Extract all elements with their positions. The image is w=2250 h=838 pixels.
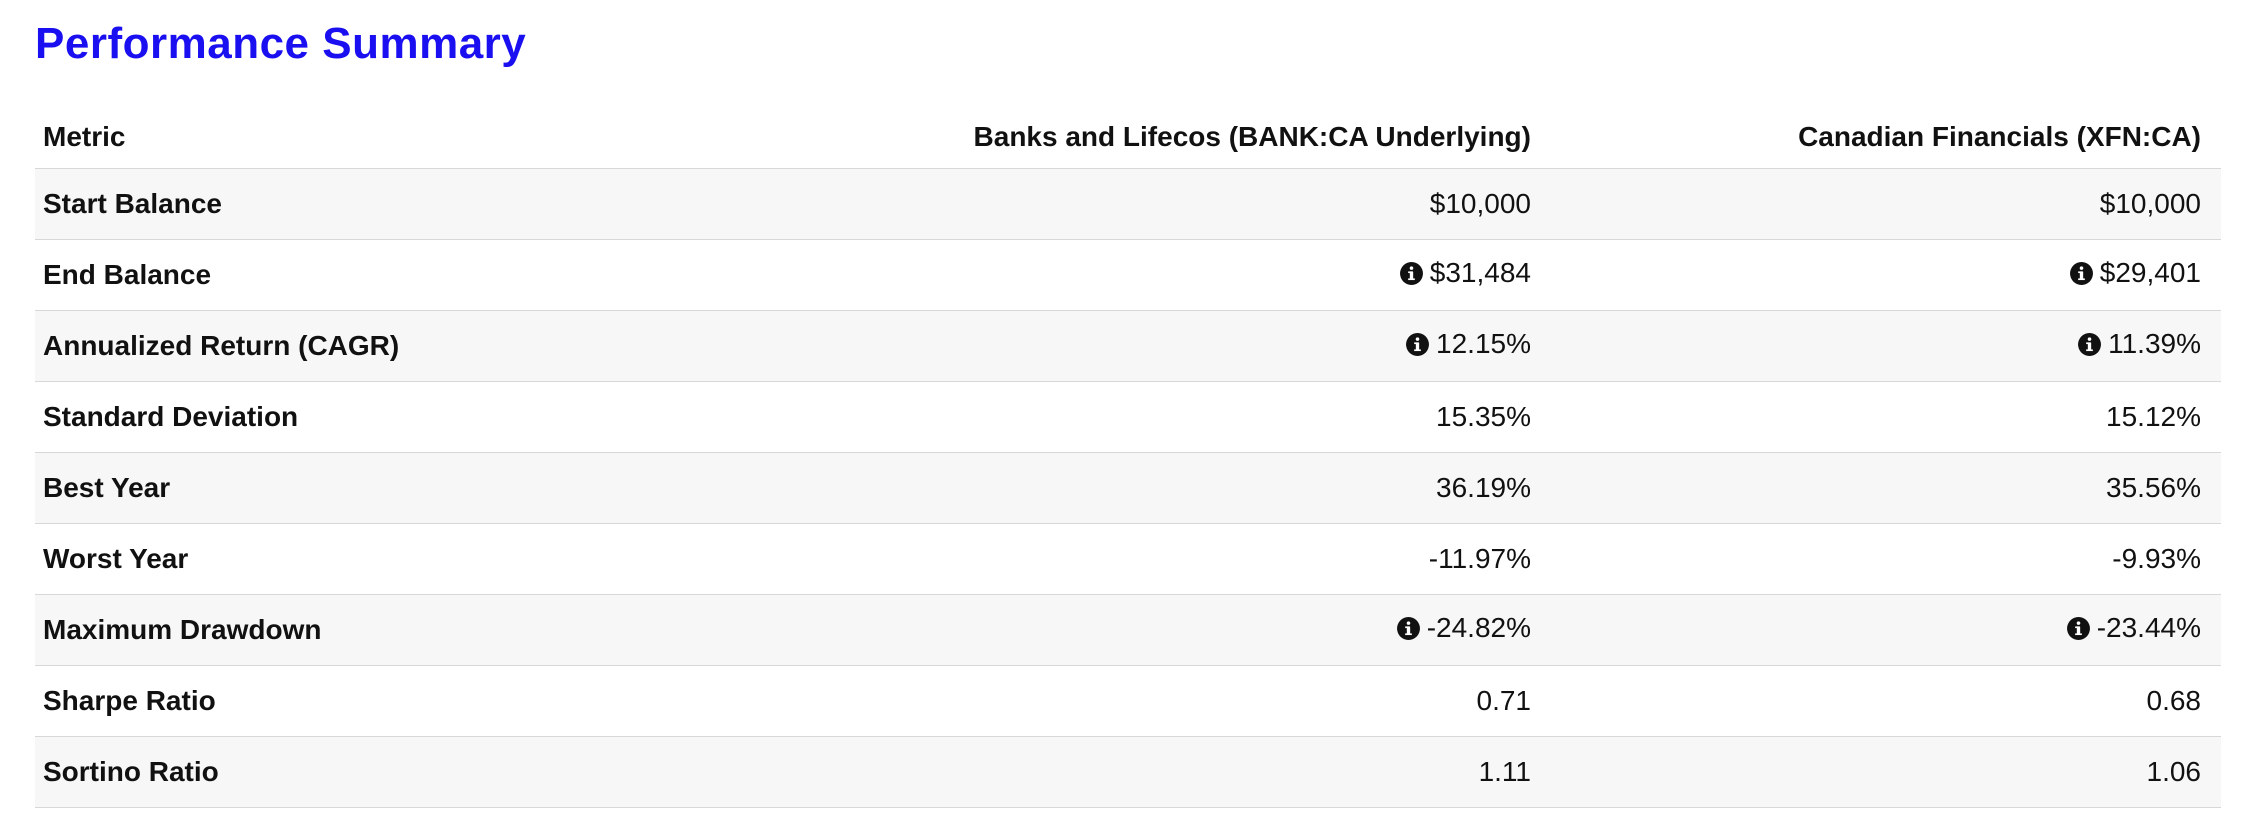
portfolio-a-value-cell: $31,484: [715, 239, 1551, 311]
metric-label: Annualized Return (CAGR): [35, 310, 715, 382]
portfolio-b-value-cell: 1.06: [1551, 736, 2221, 808]
table-row: End Balance $31,484 $29,401: [35, 239, 2221, 311]
info-circle-icon[interactable]: [1396, 616, 1421, 641]
portfolio-a-value-wrapper: 36.19%: [1436, 472, 1531, 504]
table-row: Annualized Return (CAGR) 12.15% 11.39%: [35, 310, 2221, 382]
metric-column-header: Metric: [35, 106, 715, 169]
portfolio-b-value: -9.93%: [2112, 543, 2201, 574]
portfolio-a-value-wrapper: 1.11: [1479, 756, 1531, 788]
info-circle-icon[interactable]: [2069, 261, 2094, 286]
table-row: Start Balance $10,000 $10,000: [35, 168, 2221, 240]
portfolio-a-value-wrapper: $31,484: [1399, 257, 1531, 289]
portfolio-b-value-cell: 35.56%: [1551, 452, 2221, 524]
performance-summary-section: Performance Summary Metric Banks and Lif…: [35, 12, 2221, 808]
info-circle-icon[interactable]: [2077, 332, 2102, 357]
portfolio-b-value-wrapper: -9.93%: [2112, 543, 2201, 575]
portfolio-a-value-wrapper: 15.35%: [1436, 401, 1531, 433]
table-row: Worst Year -11.97% -9.93%: [35, 523, 2221, 595]
table-body: Start Balance $10,000 $10,000 End Balance $3…: [35, 168, 2221, 808]
portfolio-a-value-cell: 12.15%: [715, 310, 1551, 382]
portfolio-b-value-cell: 0.68: [1551, 665, 2221, 737]
metric-label: End Balance: [35, 239, 715, 311]
table-row: Sharpe Ratio 0.71 0.68: [35, 665, 2221, 737]
table-row: Sortino Ratio 1.11 1.06: [35, 736, 2221, 808]
portfolio-b-value-wrapper: $10,000: [2100, 188, 2201, 220]
metric-label: Standard Deviation: [35, 381, 715, 453]
portfolio-b-value-wrapper: -23.44%: [2066, 612, 2201, 644]
info-circle-icon[interactable]: [1405, 332, 1430, 357]
portfolio-b-value-cell: 15.12%: [1551, 381, 2221, 453]
portfolio-b-column-header: Canadian Financials (XFN:CA): [1551, 106, 2221, 169]
portfolio-b-value-wrapper: $29,401: [2069, 257, 2201, 289]
portfolio-b-value-cell: -9.93%: [1551, 523, 2221, 595]
portfolio-b-value: 15.12%: [2106, 401, 2201, 432]
portfolio-a-value-wrapper: -24.82%: [1396, 612, 1531, 644]
portfolio-a-value: -11.97%: [1428, 543, 1531, 574]
metric-label: Sortino Ratio: [35, 736, 715, 808]
portfolio-a-value-cell: 15.35%: [715, 381, 1551, 453]
portfolio-b-value: 35.56%: [2106, 472, 2201, 503]
performance-table: Metric Banks and Lifecos (BANK:CA Underl…: [35, 106, 2221, 808]
header-row: Metric Banks and Lifecos (BANK:CA Underl…: [35, 106, 2221, 169]
portfolio-b-value: $10,000: [2099, 188, 2201, 219]
portfolio-b-value: 1.06: [2146, 756, 2202, 787]
portfolio-b-value-wrapper: 35.56%: [2106, 472, 2201, 504]
metric-label: Start Balance: [35, 168, 715, 240]
portfolio-b-value-wrapper: 0.68: [2147, 685, 2202, 717]
portfolio-a-value-wrapper: 12.15%: [1405, 328, 1531, 360]
metric-label: Maximum Drawdown: [35, 594, 715, 666]
portfolio-a-value: $31,484: [1429, 257, 1531, 289]
portfolio-b-value-cell: $10,000: [1551, 168, 2221, 240]
portfolio-b-value-cell: -23.44%: [1551, 594, 2221, 666]
portfolio-a-value-cell: -11.97%: [715, 523, 1551, 595]
portfolio-b-value: $29,401: [2099, 257, 2201, 289]
table-header: Metric Banks and Lifecos (BANK:CA Underl…: [35, 106, 2221, 169]
portfolio-b-value: 0.68: [2146, 685, 2202, 716]
portfolio-b-value: -23.44%: [2096, 612, 2201, 644]
portfolio-b-value-wrapper: 1.06: [2147, 756, 2202, 788]
metric-label: Sharpe Ratio: [35, 665, 715, 737]
page-title: Performance Summary: [35, 19, 527, 68]
table-row: Maximum Drawdown -24.82% -23.44%: [35, 594, 2221, 666]
portfolio-a-value-cell: $10,000: [715, 168, 1551, 240]
portfolio-a-value: $10,000: [1429, 188, 1531, 219]
portfolio-a-value: 0.71: [1476, 685, 1532, 716]
portfolio-a-value: 36.19%: [1436, 472, 1531, 503]
portfolio-a-value: 12.15%: [1436, 328, 1531, 360]
portfolio-b-value-cell: $29,401: [1551, 239, 2221, 311]
portfolio-b-value-wrapper: 11.39%: [2077, 328, 2201, 360]
portfolio-a-value-cell: 0.71: [715, 665, 1551, 737]
portfolio-a-value: 15.35%: [1436, 401, 1531, 432]
portfolio-a-value-wrapper: $10,000: [1430, 188, 1531, 220]
portfolio-b-value: 11.39%: [2108, 328, 2201, 360]
portfolio-b-value-cell: 11.39%: [1551, 310, 2221, 382]
table-row: Best Year 36.19% 35.56%: [35, 452, 2221, 524]
portfolio-a-value: 1.11: [1478, 756, 1531, 787]
metric-label: Best Year: [35, 452, 715, 524]
portfolio-a-value-cell: 36.19%: [715, 452, 1551, 524]
portfolio-a-value-cell: -24.82%: [715, 594, 1551, 666]
portfolio-b-value-wrapper: 15.12%: [2106, 401, 2201, 433]
portfolio-a-value-wrapper: -11.97%: [1429, 543, 1531, 575]
portfolio-a-value-wrapper: 0.71: [1477, 685, 1532, 717]
info-circle-icon[interactable]: [2066, 616, 2091, 641]
portfolio-a-column-header: Banks and Lifecos (BANK:CA Underlying): [715, 106, 1551, 169]
metric-label: Worst Year: [35, 523, 715, 595]
info-circle-icon[interactable]: [1399, 261, 1424, 286]
table-row: Standard Deviation 15.35% 15.12%: [35, 381, 2221, 453]
portfolio-a-value-cell: 1.11: [715, 736, 1551, 808]
portfolio-a-value: -24.82%: [1426, 612, 1531, 644]
